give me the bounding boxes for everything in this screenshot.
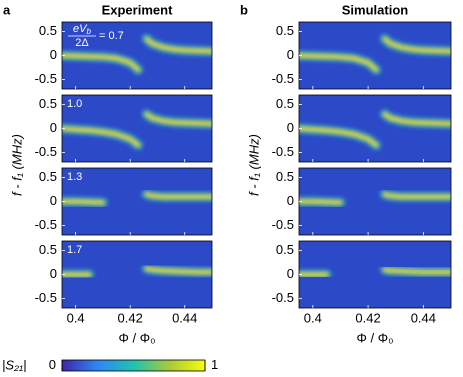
colorbar-tick-label: 1 <box>211 357 218 372</box>
trace-group <box>299 109 451 151</box>
y-tick-label: -0.5 <box>272 71 294 86</box>
y-tick-label: 0 <box>287 193 294 208</box>
y-tick-label: -0.5 <box>272 217 294 232</box>
x-axis-label: Φ / Φ₀ <box>119 330 156 345</box>
trace <box>299 112 451 148</box>
y-tick-label: -0.5 <box>35 71 57 86</box>
colorbar <box>61 359 206 372</box>
y-axis-label: f - f₁ (MHz) <box>9 134 24 196</box>
colorbar-tick-label: 0 <box>49 357 56 372</box>
y-tick-label: -0.5 <box>272 290 294 305</box>
trace-group <box>62 33 212 75</box>
annotation: 1.0 <box>67 98 82 110</box>
y-axis-label: f - f₁ (MHz) <box>246 134 261 196</box>
y-tick-label: 0.5 <box>276 96 294 111</box>
numerator-sub: b <box>87 27 92 36</box>
chart-title: Experiment <box>102 2 173 17</box>
y-tick-label: 0 <box>287 120 294 135</box>
y-tick-label: 0.5 <box>276 242 294 257</box>
trace <box>62 36 212 72</box>
x-tick-label: 0.44 <box>411 310 436 325</box>
trace <box>62 266 212 277</box>
trace <box>299 267 451 277</box>
trace-group <box>299 264 451 280</box>
y-tick-label: 0 <box>50 47 57 62</box>
x-tick-label: 0.4 <box>304 310 322 325</box>
y-tick-label: 0.5 <box>276 23 294 38</box>
x-tick-label: 0.42 <box>355 310 380 325</box>
x-tick-label: 0.44 <box>172 310 197 325</box>
y-tick-label: -0.5 <box>272 144 294 159</box>
chart-title: Simulation <box>342 2 409 17</box>
y-tick-label: 0.5 <box>39 242 57 257</box>
y-tick-label: -0.5 <box>35 290 57 305</box>
annotation: 1.3 <box>67 171 82 183</box>
annotation-numerator: eVb <box>73 23 91 36</box>
y-tick-label: 0.5 <box>39 23 57 38</box>
y-tick-label: 0 <box>50 120 57 135</box>
y-tick-label: -0.5 <box>35 217 57 232</box>
panel-label: b <box>240 2 248 17</box>
colorbar-label: |S₂₁| <box>2 357 26 372</box>
trace <box>62 112 212 148</box>
x-axis-label: Φ / Φ₀ <box>357 330 394 345</box>
panel-label: a <box>3 2 11 17</box>
trace <box>299 192 451 205</box>
y-tick-label: 0.5 <box>39 169 57 184</box>
x-tick-label: 0.4 <box>67 310 85 325</box>
annotation-denominator: 2Δ <box>75 37 89 49</box>
trace-group <box>299 33 451 75</box>
y-tick-label: 0.5 <box>39 96 57 111</box>
trace-group <box>62 189 212 208</box>
trace <box>62 192 212 205</box>
trace-group <box>299 189 451 208</box>
trace-group <box>62 263 212 280</box>
y-tick-label: 0 <box>287 47 294 62</box>
trace-group <box>62 109 212 151</box>
numerator-text: eV <box>73 23 88 35</box>
y-tick-label: 0.5 <box>276 169 294 184</box>
annotation: 1.7 <box>67 244 82 256</box>
y-tick-label: 0 <box>287 266 294 281</box>
y-tick-label: 0 <box>50 193 57 208</box>
x-tick-label: 0.42 <box>118 310 143 325</box>
annotation-value: = 0.7 <box>99 30 124 42</box>
trace <box>299 36 451 72</box>
y-tick-label: -0.5 <box>35 144 57 159</box>
y-tick-label: 0 <box>50 266 57 281</box>
